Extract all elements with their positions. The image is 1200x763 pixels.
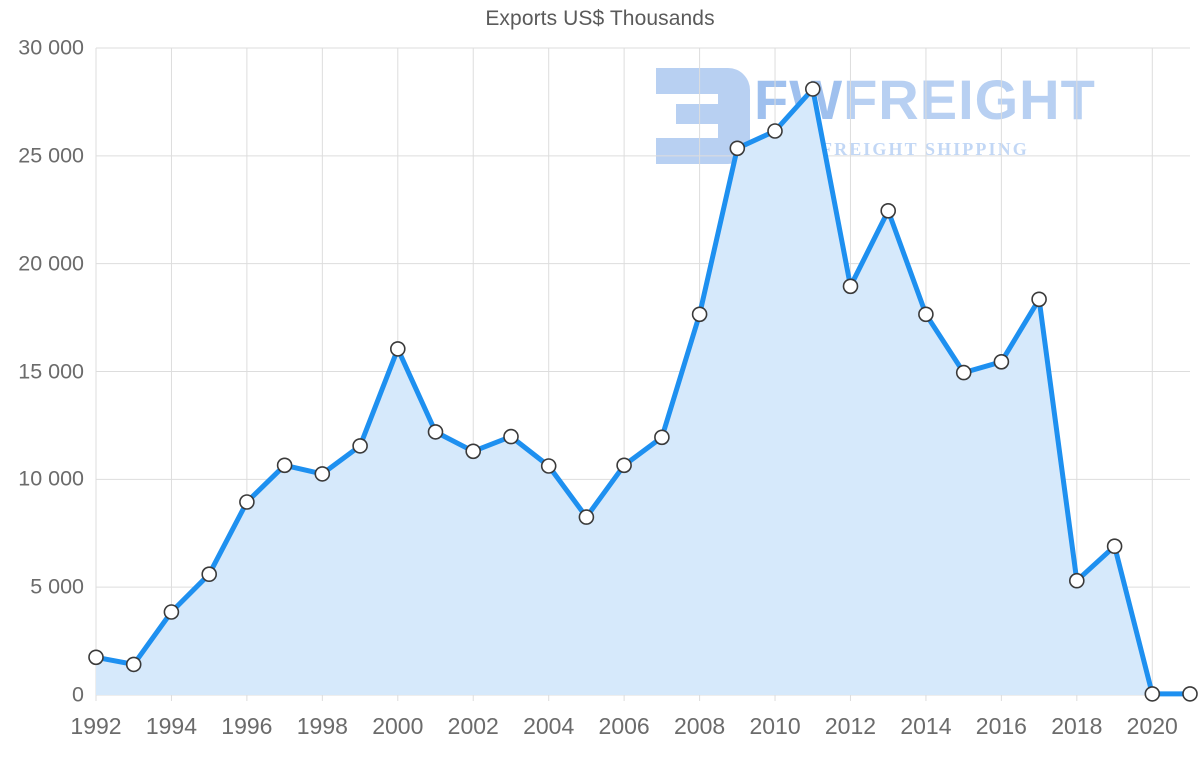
x-axis-tick-label: 2014 <box>900 713 952 739</box>
y-axis-tick-label: 25 000 <box>18 143 84 168</box>
area-fill <box>96 89 1190 695</box>
x-axis-tick-label: 2002 <box>447 713 499 739</box>
data-point[interactable] <box>1106 538 1123 555</box>
y-axis-tick-label: 5 000 <box>30 574 84 599</box>
y-axis-tick-label: 30 000 <box>18 35 84 60</box>
x-axis-tick-label: 2006 <box>598 713 650 739</box>
data-line <box>93 86 1193 697</box>
data-point[interactable] <box>389 341 406 357</box>
data-point[interactable] <box>163 604 180 620</box>
data-point[interactable] <box>654 429 670 446</box>
data-point[interactable] <box>767 123 783 139</box>
data-point[interactable] <box>239 494 255 510</box>
data-point[interactable] <box>1182 686 1198 702</box>
y-axis-tick-label: 20 000 <box>18 251 84 276</box>
data-markers <box>88 81 1198 702</box>
x-axis-tick-label: 1996 <box>221 713 273 739</box>
data-point[interactable] <box>729 140 746 157</box>
data-point[interactable] <box>465 443 482 460</box>
data-point[interactable] <box>314 466 331 482</box>
data-point[interactable] <box>352 438 368 454</box>
y-axis-tick-label: 15 000 <box>18 359 84 383</box>
x-axis-tick-label: 1994 <box>145 713 198 739</box>
data-point[interactable] <box>691 306 708 323</box>
data-point[interactable] <box>578 509 595 525</box>
data-point[interactable] <box>427 424 444 440</box>
data-point[interactable] <box>955 364 972 381</box>
data-point[interactable] <box>993 353 1010 370</box>
x-axis-tick-label: 2016 <box>975 713 1027 739</box>
data-point[interactable] <box>804 81 821 97</box>
x-axis-tick-label: 1992 <box>70 713 122 739</box>
x-axis-tick-label: 2010 <box>749 713 801 739</box>
data-point[interactable] <box>616 457 632 474</box>
x-axis-tick-label: 2018 <box>1051 713 1103 739</box>
x-axis-tick-label: 2000 <box>372 713 424 739</box>
x-axis-tick-label: 2012 <box>824 713 877 739</box>
x-axis-tick-label: 2020 <box>1126 713 1178 739</box>
data-point[interactable] <box>201 566 217 583</box>
data-point[interactable] <box>918 306 934 323</box>
x-axis-tick-label: 2008 <box>673 713 726 739</box>
data-point[interactable] <box>1144 686 1161 702</box>
data-point[interactable] <box>1069 572 1085 589</box>
chart-title: Exports US$ Thousands <box>485 7 715 30</box>
x-axis-tick-label: 1998 <box>296 713 348 739</box>
y-axis-tick-label: 10 000 <box>18 466 84 491</box>
data-point[interactable] <box>125 656 142 673</box>
data-point[interactable] <box>540 458 557 474</box>
data-point[interactable] <box>276 457 293 474</box>
y-axis-tick-label: 0 <box>72 682 84 707</box>
data-point[interactable] <box>842 278 859 295</box>
data-point[interactable] <box>503 428 519 445</box>
data-point[interactable] <box>880 203 897 219</box>
data-point[interactable] <box>88 649 104 666</box>
x-axis-tick-label: 2004 <box>523 713 575 739</box>
data-point[interactable] <box>1031 291 1047 308</box>
